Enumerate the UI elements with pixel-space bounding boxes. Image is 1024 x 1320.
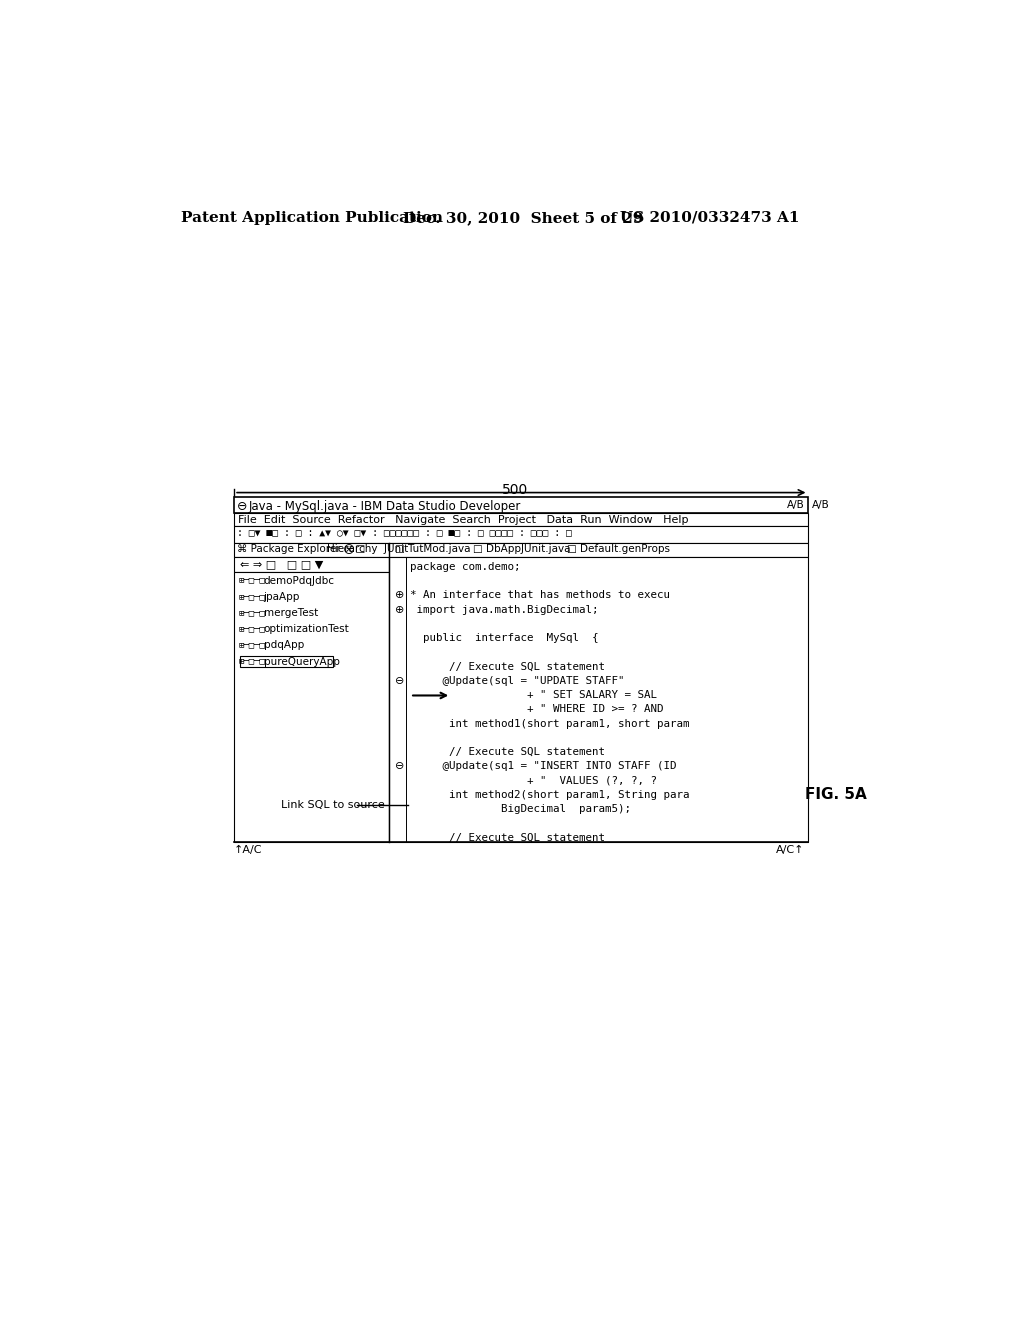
Text: FIG. 5A: FIG. 5A xyxy=(805,787,866,801)
Bar xyxy=(234,572,389,842)
Text: + "  VALUES (?, ?, ?: + " VALUES (?, ?, ? xyxy=(410,776,657,785)
Bar xyxy=(234,527,809,543)
Text: Java - MySql.java - IBM Data Studio Developer: Java - MySql.java - IBM Data Studio Deve… xyxy=(248,499,520,512)
Text: optimizationTest: optimizationTest xyxy=(263,624,349,634)
Text: ↑A/C: ↑A/C xyxy=(234,845,263,855)
Text: ⊞─□─□: ⊞─□─□ xyxy=(239,576,265,585)
Text: // Execute SQL statement: // Execute SQL statement xyxy=(410,833,605,842)
Text: ⊕: ⊕ xyxy=(394,590,404,601)
Bar xyxy=(234,543,809,557)
Text: pdqApp: pdqApp xyxy=(263,640,304,651)
Bar xyxy=(234,557,389,572)
Text: A/C↑: A/C↑ xyxy=(776,845,805,855)
Text: A/B: A/B xyxy=(812,499,829,510)
Text: ⌘ Package Explorer ⨂: ⌘ Package Explorer ⨂ xyxy=(238,544,354,554)
Text: ⊞─□─□: ⊞─□─□ xyxy=(239,591,265,601)
Text: ⊞─□─□: ⊞─□─□ xyxy=(239,624,265,634)
Text: mergeTest: mergeTest xyxy=(263,609,317,618)
Text: Patent Application Publication: Patent Application Publication xyxy=(180,211,442,224)
Text: ⊖: ⊖ xyxy=(394,676,404,686)
Text: // Execute SQL statement: // Execute SQL statement xyxy=(410,747,605,758)
Text: ⊖: ⊖ xyxy=(238,499,248,512)
Text: int method1(short param1, short param: int method1(short param1, short param xyxy=(410,718,689,729)
Text: Dec. 30, 2010  Sheet 5 of 29: Dec. 30, 2010 Sheet 5 of 29 xyxy=(403,211,643,224)
Bar xyxy=(241,656,334,667)
Bar xyxy=(234,498,809,513)
Text: ⊞─□─□: ⊞─□─□ xyxy=(239,656,265,665)
Text: @Update(sq1 = "INSERT INTO STAFF (ID: @Update(sq1 = "INSERT INTO STAFF (ID xyxy=(410,762,677,771)
Text: ⊕: ⊕ xyxy=(394,605,404,615)
Text: ⊖: ⊖ xyxy=(394,762,404,771)
Text: demoPdqJdbc: demoPdqJdbc xyxy=(263,576,335,586)
Text: ⊞─□─□: ⊞─□─□ xyxy=(239,640,265,649)
Text: public  interface  MySql  {: public interface MySql { xyxy=(410,634,599,643)
Text: ⇐ ⇒ □   □ □ ▼: ⇐ ⇒ □ □ □ ▼ xyxy=(241,558,324,569)
Text: ─ □: ─ □ xyxy=(346,544,366,554)
Text: pureQueryApp: pureQueryApp xyxy=(263,656,340,667)
Text: + " WHERE ID >= ? AND: + " WHERE ID >= ? AND xyxy=(410,705,664,714)
Text: * An interface that has methods to execu: * An interface that has methods to execu xyxy=(410,590,670,601)
Text: package com.demo;: package com.demo; xyxy=(410,562,520,572)
Text: US 2010/0332473 A1: US 2010/0332473 A1 xyxy=(621,211,800,224)
Text: ⊞─□─□: ⊞─□─□ xyxy=(239,609,265,616)
Text: □ TutMod.java: □ TutMod.java xyxy=(395,544,471,554)
Text: □ DbAppJUnit.java: □ DbAppJUnit.java xyxy=(473,544,570,554)
Text: int method2(short param1, String para: int method2(short param1, String para xyxy=(410,789,689,800)
Text: Hierarchy  JUnit: Hierarchy JUnit xyxy=(328,544,409,554)
Text: □ Default.genProps: □ Default.genProps xyxy=(567,544,671,554)
Bar xyxy=(389,557,809,842)
Text: import java.math.BigDecimal;: import java.math.BigDecimal; xyxy=(410,605,599,615)
Text: A/B: A/B xyxy=(786,499,805,510)
Text: BigDecimal  param5);: BigDecimal param5); xyxy=(410,804,631,814)
Text: @Update(sql = "UPDATE STAFF": @Update(sql = "UPDATE STAFF" xyxy=(410,676,625,686)
Text: File  Edit  Source  Refactor   Navigate  Search  Project   Data  Run  Window   H: File Edit Source Refactor Navigate Searc… xyxy=(238,515,688,525)
Text: // Execute SQL statement: // Execute SQL statement xyxy=(410,661,605,672)
Text: : □▼ ■□ : □ : ▲▼ ○▼ □▼ : □□□□□□ : □ ■□ : □ □□□□ : □□□ : □: : □▼ ■□ : □ : ▲▼ ○▼ □▼ : □□□□□□ : □ ■□ :… xyxy=(238,529,572,539)
Text: 500: 500 xyxy=(503,483,528,498)
Text: + " SET SALARY = SAL: + " SET SALARY = SAL xyxy=(410,690,657,700)
Text: Link SQL to source: Link SQL to source xyxy=(281,800,384,809)
Text: jpaApp: jpaApp xyxy=(263,591,300,602)
Bar xyxy=(234,513,809,527)
